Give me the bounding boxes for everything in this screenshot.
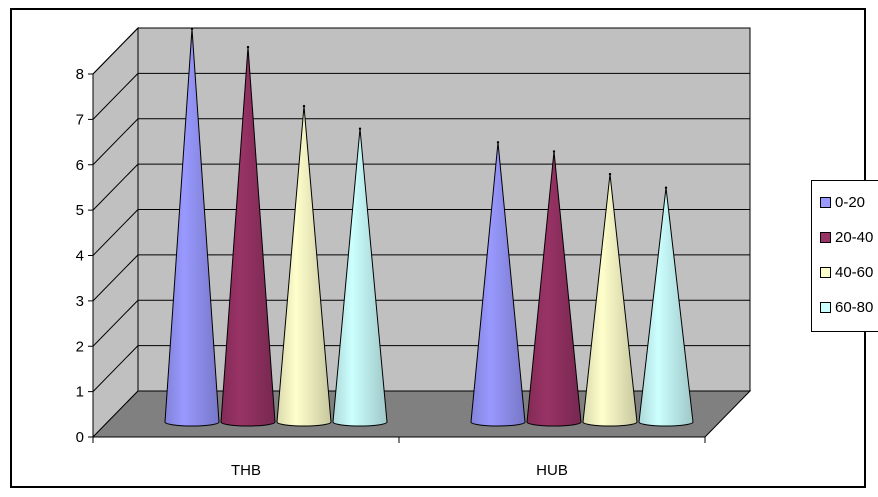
y-tick-label: 8 (76, 66, 84, 83)
cone-apex (358, 127, 362, 130)
gridline-side (92, 27, 139, 75)
cone-body (638, 187, 694, 427)
cone-apex (246, 45, 250, 49)
cone-0-20-HUB (470, 141, 526, 427)
y-tick-label: 6 (76, 157, 84, 174)
y-axis-ticks: 0 1 2 3 4 5 6 7 8 (76, 66, 93, 446)
y-tick-label: 4 (76, 248, 84, 265)
gridline-side (92, 209, 139, 256)
cone-60-80-HUB (638, 186, 694, 427)
cone-apex (190, 27, 194, 31)
y-tick-label: 1 (76, 384, 84, 401)
cone-0-20-THB (164, 27, 220, 427)
legend-label: 0-20 (835, 193, 866, 211)
cone-apex (302, 104, 306, 108)
cone-body (526, 151, 582, 427)
legend-item-20-40: 20-40 (820, 227, 873, 247)
cone-60-80-THB (332, 127, 388, 427)
gridline-side (92, 254, 139, 302)
cone-body (582, 174, 638, 427)
cone-apex (608, 172, 612, 176)
cone-20-40-THB (220, 45, 276, 427)
y-tick-label: 5 (76, 202, 84, 219)
y-tick-label: 7 (76, 111, 84, 128)
gridline-side (92, 299, 139, 347)
cone-apex (552, 150, 556, 153)
cone-body (470, 142, 526, 427)
cone-40-60-THB (276, 104, 332, 427)
legend-swatch (820, 231, 831, 243)
cone-20-40-HUB (526, 150, 582, 427)
y-tick-label: 2 (76, 338, 84, 355)
gridline-side (92, 118, 139, 166)
legend-swatch (820, 196, 831, 208)
gridline-side (92, 73, 139, 120)
y-tick-label: 3 (76, 293, 84, 310)
cone-series (164, 27, 694, 427)
x-category-label: THB (231, 462, 261, 479)
legend-label: 20-40 (835, 228, 874, 246)
legend-label: 60-80 (835, 298, 874, 316)
legend-item-0-20: 0-20 (820, 192, 865, 212)
legend-item-40-60: 40-60 (820, 262, 873, 282)
legend: 0-20 20-40 40-60 60-80 (811, 180, 878, 332)
x-category-label: HUB (536, 462, 568, 479)
cone-apex (496, 141, 500, 144)
cone-body (332, 128, 388, 427)
gridline-side (92, 345, 139, 392)
gridline-side (92, 163, 139, 211)
legend-label: 40-60 (835, 263, 874, 281)
y-tick-label: 0 (76, 429, 84, 446)
cone-body (220, 47, 276, 427)
cone-40-60-HUB (582, 172, 638, 427)
cone-body (276, 106, 332, 427)
x-axis-labels: THB HUB (231, 462, 568, 479)
cone-body (164, 28, 220, 427)
legend-swatch (820, 266, 831, 278)
legend-swatch (820, 301, 831, 313)
legend-item-60-80: 60-80 (820, 297, 873, 317)
cone-apex (664, 186, 668, 189)
